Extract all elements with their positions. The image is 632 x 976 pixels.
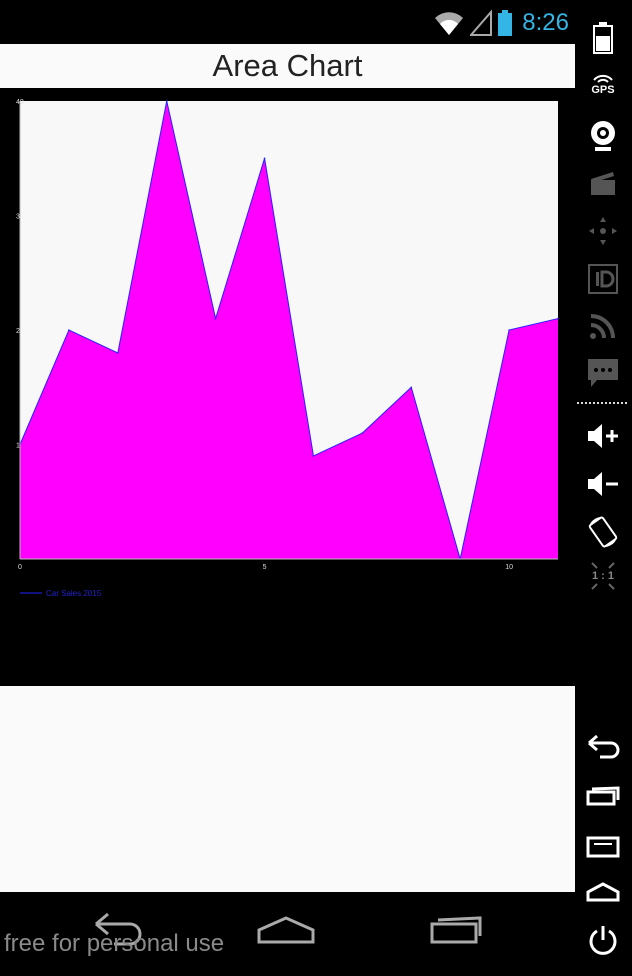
action-bar: Area Chart	[0, 44, 575, 88]
wifi-icon	[434, 10, 464, 36]
content-panel	[0, 686, 575, 892]
data-point	[361, 432, 364, 434]
dpad-icon[interactable]	[583, 216, 623, 246]
x-tick-label: 10	[505, 564, 513, 571]
legend-label: Car Sales 2015	[46, 589, 102, 598]
watermark: free for personal use	[4, 930, 225, 957]
y-tick-label: 3	[16, 214, 20, 221]
recents-icon[interactable]	[426, 910, 486, 950]
device-screen: 8:26 Area Chart 0 5 10 1 2 3 40 Car Sales 2015 …	[0, 0, 575, 976]
divider	[577, 402, 627, 404]
volume-down-icon[interactable]	[583, 470, 623, 498]
x-tick-label: 0	[18, 564, 22, 571]
data-point	[165, 100, 168, 102]
id-icon[interactable]	[583, 264, 623, 294]
chart-container: 0 5 10 1 2 3 40 Car Sales 2015	[0, 88, 575, 686]
back-icon[interactable]	[88, 910, 148, 950]
emulator-toolbar: GPS 1 : 1	[575, 0, 632, 976]
battery-icon	[498, 10, 513, 36]
rotate-icon[interactable]	[583, 516, 623, 548]
status-time: 8:26	[522, 9, 569, 36]
area-chart: 0 5 10 1 2 3 40 Car Sales 2015	[16, 99, 559, 598]
area-series-0	[20, 101, 558, 559]
status-bar: 8:26	[0, 0, 575, 44]
series-line-0	[19, 100, 559, 560]
volume-up-icon[interactable]	[583, 422, 623, 450]
battery-icon[interactable]	[583, 22, 623, 54]
data-point	[263, 157, 266, 160]
x-tick-label: 5	[263, 564, 267, 571]
menu-icon[interactable]	[583, 834, 623, 858]
gps-label: GPS	[591, 84, 615, 96]
data-point	[214, 317, 217, 320]
data-point	[312, 455, 315, 457]
signal-icon	[470, 10, 493, 36]
back-icon[interactable]	[583, 734, 623, 760]
y-tick-label: 2	[16, 328, 20, 335]
gps-button[interactable]: GPS	[583, 72, 623, 96]
page-title: Area Chart	[212, 48, 363, 83]
sms-icon[interactable]	[583, 358, 623, 388]
data-point	[508, 329, 510, 331]
power-icon[interactable]	[583, 924, 623, 956]
recents-icon[interactable]	[583, 784, 623, 808]
home-icon[interactable]	[255, 910, 317, 950]
navigation-bar	[0, 892, 575, 976]
data-point	[117, 352, 119, 354]
scale-icon[interactable]: 1 : 1	[583, 562, 623, 590]
data-point	[410, 386, 413, 389]
video-icon[interactable]	[583, 170, 623, 196]
y-tick-label: 40	[16, 99, 24, 106]
gps-icon	[593, 74, 613, 83]
home-icon[interactable]	[583, 880, 623, 902]
rss-icon[interactable]	[583, 312, 623, 340]
camera-icon[interactable]	[583, 120, 623, 152]
y-tick-label: 1	[16, 443, 20, 450]
data-point	[557, 317, 559, 320]
data-point	[68, 329, 70, 331]
scale-label: 1 : 1	[591, 570, 614, 582]
